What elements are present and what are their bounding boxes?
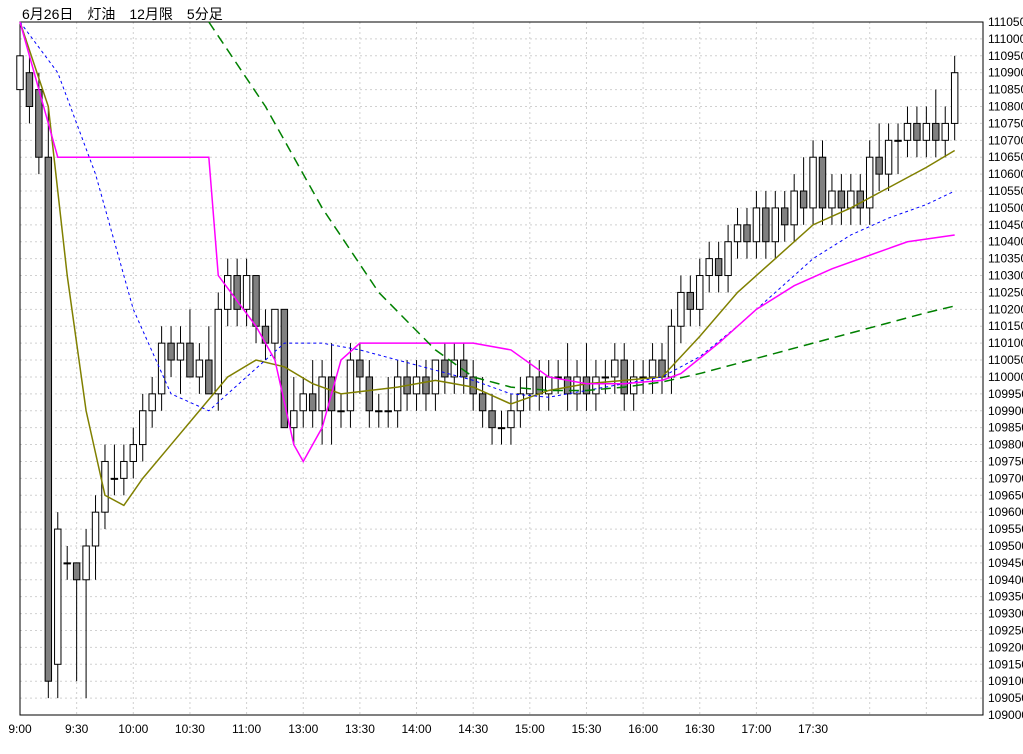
svg-text:9:00: 9:00 xyxy=(8,722,32,736)
svg-text:13:30: 13:30 xyxy=(345,722,375,736)
svg-text:13:00: 13:00 xyxy=(288,722,318,736)
svg-text:111000: 111000 xyxy=(988,32,1023,46)
svg-text:110800: 110800 xyxy=(988,100,1023,114)
svg-text:110850: 110850 xyxy=(988,83,1023,97)
svg-text:15:30: 15:30 xyxy=(571,722,601,736)
chart-svg: 109000 109050 109100 109150 109200 109250 1093… xyxy=(0,0,1023,754)
svg-text:110750: 110750 xyxy=(988,116,1023,130)
svg-text:109150: 109150 xyxy=(988,657,1023,671)
svg-text:14:30: 14:30 xyxy=(458,722,488,736)
svg-text:110650: 110650 xyxy=(988,150,1023,164)
svg-text:109350: 109350 xyxy=(988,590,1023,604)
svg-text:9:30: 9:30 xyxy=(65,722,89,736)
y-axis-labels: 109000 109050 109100 109150 109200 109250 1093… xyxy=(988,15,1023,722)
svg-text:109450: 109450 xyxy=(988,556,1023,570)
svg-text:109300: 109300 xyxy=(988,607,1023,621)
svg-text:109200: 109200 xyxy=(988,640,1023,654)
svg-text:110100: 110100 xyxy=(988,336,1023,350)
svg-text:109650: 109650 xyxy=(988,488,1023,502)
svg-text:110250: 110250 xyxy=(988,285,1023,299)
svg-text:17:00: 17:00 xyxy=(741,722,771,736)
svg-text:110400: 110400 xyxy=(988,235,1023,249)
svg-text:109250: 109250 xyxy=(988,623,1023,637)
overlay-lines xyxy=(20,22,955,505)
svg-text:110950: 110950 xyxy=(988,49,1023,63)
svg-text:109100: 109100 xyxy=(988,674,1023,688)
svg-text:110350: 110350 xyxy=(988,252,1023,266)
svg-text:110300: 110300 xyxy=(988,269,1023,283)
svg-text:11:00: 11:00 xyxy=(232,722,261,736)
svg-text:109950: 109950 xyxy=(988,387,1023,401)
svg-text:17:30: 17:30 xyxy=(798,722,828,736)
svg-text:109550: 109550 xyxy=(988,522,1023,536)
line-ma-olive xyxy=(20,22,955,505)
svg-text:10:00: 10:00 xyxy=(118,722,148,736)
svg-text:109500: 109500 xyxy=(988,539,1023,553)
svg-text:110000: 110000 xyxy=(988,370,1023,384)
svg-text:110450: 110450 xyxy=(988,218,1023,232)
svg-text:109800: 109800 xyxy=(988,438,1023,452)
svg-text:109600: 109600 xyxy=(988,505,1023,519)
svg-text:109900: 109900 xyxy=(988,404,1023,418)
svg-text:110150: 110150 xyxy=(988,319,1023,333)
svg-text:110700: 110700 xyxy=(988,133,1023,147)
x-axis-labels: 9:00 9:30 10:00 10:30 11:00 13:00 13:30 14:00 14… xyxy=(8,722,828,736)
svg-text:16:30: 16:30 xyxy=(685,722,715,736)
chart-container: 6月26日 灯油 12月限 5分足 1090001090501091001091… xyxy=(0,0,1023,754)
svg-text:110200: 110200 xyxy=(988,302,1023,316)
svg-text:109700: 109700 xyxy=(988,471,1023,485)
svg-text:16:00: 16:00 xyxy=(628,722,658,736)
svg-text:110050: 110050 xyxy=(988,353,1023,367)
svg-text:109850: 109850 xyxy=(988,421,1023,435)
svg-text:110550: 110550 xyxy=(988,184,1023,198)
svg-text:109050: 109050 xyxy=(988,691,1023,705)
svg-text:109000: 109000 xyxy=(988,708,1023,722)
svg-text:15:00: 15:00 xyxy=(515,722,545,736)
svg-text:110900: 110900 xyxy=(988,66,1023,80)
svg-text:109400: 109400 xyxy=(988,573,1023,587)
svg-text:111050: 111050 xyxy=(988,15,1023,29)
svg-text:10:30: 10:30 xyxy=(175,722,205,736)
svg-text:14:00: 14:00 xyxy=(402,722,432,736)
svg-text:110500: 110500 xyxy=(988,201,1023,215)
candlesticks xyxy=(17,39,958,698)
svg-text:109750: 109750 xyxy=(988,454,1023,468)
svg-text:110600: 110600 xyxy=(988,167,1023,181)
